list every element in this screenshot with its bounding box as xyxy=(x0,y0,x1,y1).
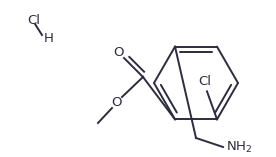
Text: H: H xyxy=(44,32,54,44)
Text: O: O xyxy=(114,46,124,59)
Text: NH$_2$: NH$_2$ xyxy=(226,139,253,154)
Text: Cl: Cl xyxy=(198,75,211,88)
Text: O: O xyxy=(112,97,122,109)
Text: Cl: Cl xyxy=(27,14,40,27)
